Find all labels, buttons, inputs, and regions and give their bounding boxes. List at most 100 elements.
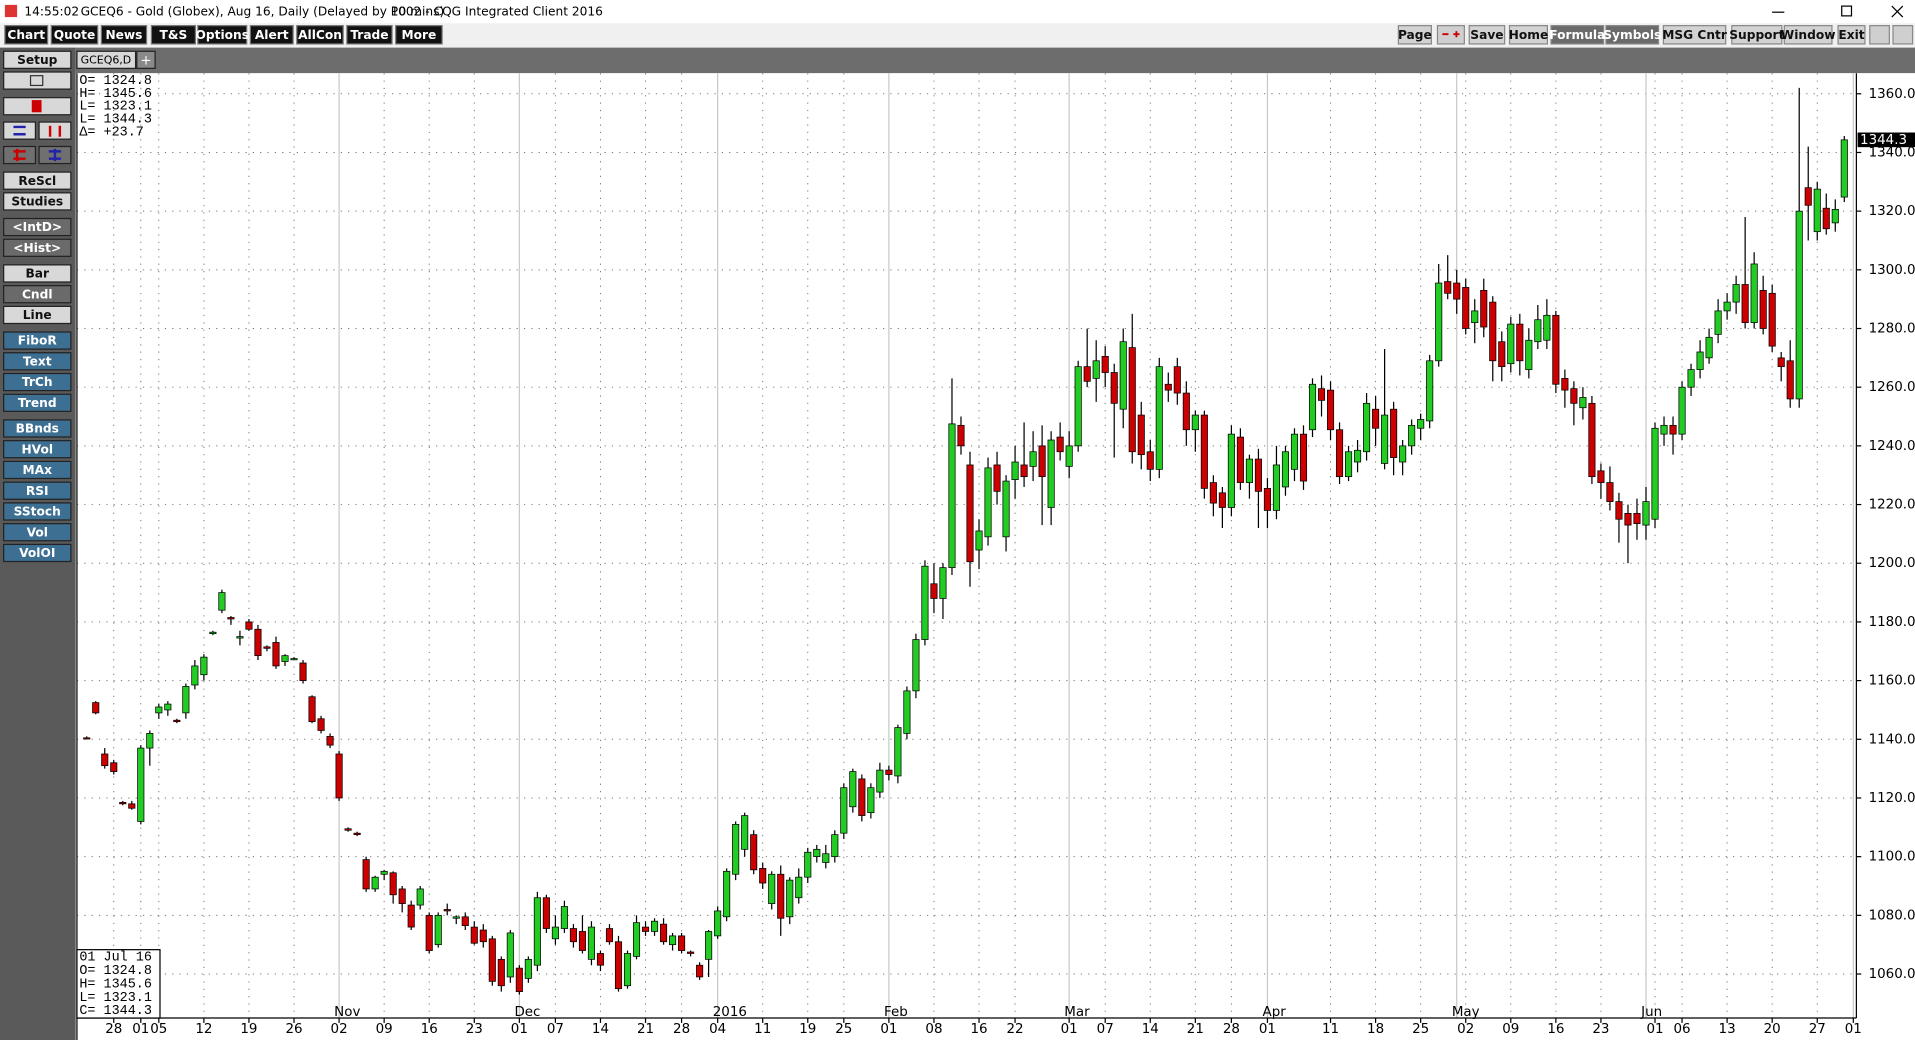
menu-button[interactable] xyxy=(296,25,344,45)
x-tick-label: 27 xyxy=(1809,1022,1826,1037)
toolbar-button[interactable] xyxy=(1397,25,1432,45)
side-button[interactable] xyxy=(3,440,72,459)
x-tick-label: 14 xyxy=(1142,1022,1159,1037)
candle-body xyxy=(1471,310,1479,324)
x-tick-label: 11 xyxy=(1322,1022,1339,1037)
side-button[interactable] xyxy=(3,305,72,325)
side-button[interactable] xyxy=(3,543,72,563)
candle-body xyxy=(164,703,172,711)
candle-body xyxy=(128,803,136,809)
candle-body xyxy=(209,631,217,635)
add-tab[interactable] xyxy=(136,50,156,69)
side-button[interactable] xyxy=(3,352,72,371)
candle-body xyxy=(569,928,577,943)
x-tick-label: 02 xyxy=(1457,1022,1474,1037)
candle-body xyxy=(1047,439,1055,508)
side-button-label: FiboR xyxy=(18,334,58,348)
menu-button[interactable] xyxy=(249,25,294,45)
candle-body xyxy=(687,951,695,954)
icon-button[interactable] xyxy=(3,145,37,165)
menu-button[interactable] xyxy=(100,25,148,45)
chart-tab[interactable] xyxy=(76,50,137,69)
link-icon xyxy=(31,100,42,113)
print-button[interactable] xyxy=(3,71,72,90)
toolbar-button[interactable] xyxy=(1783,25,1833,45)
candle-body xyxy=(831,834,839,858)
side-button[interactable] xyxy=(3,393,72,412)
side-button-label: Vol xyxy=(27,525,48,539)
menu-button[interactable] xyxy=(4,25,49,45)
side-button-label: MAx xyxy=(23,463,53,477)
candle-body xyxy=(542,897,550,929)
x-tick-label: 01 xyxy=(1845,1022,1862,1037)
side-button[interactable] xyxy=(3,264,72,283)
toolbar-label: Exit xyxy=(1838,28,1864,42)
zoom-button[interactable] xyxy=(1436,25,1465,45)
candle-body xyxy=(317,718,325,731)
candle-body xyxy=(461,916,469,926)
toolbar-button[interactable] xyxy=(1662,25,1727,45)
candle-body xyxy=(669,935,677,946)
side-button[interactable] xyxy=(3,419,72,438)
restore[interactable] xyxy=(1841,5,1853,17)
side-button[interactable] xyxy=(3,192,72,211)
candle-body xyxy=(1714,310,1722,335)
toolbar-button[interactable] xyxy=(1605,25,1660,45)
menu-button[interactable] xyxy=(197,25,248,45)
candle-body xyxy=(813,848,821,858)
side-button-label: BBnds xyxy=(16,422,59,436)
side-button[interactable] xyxy=(3,171,72,190)
candle-body xyxy=(434,914,442,946)
candle-body xyxy=(1110,372,1118,404)
side-buttons: Setup ReScl Studies <IntD> <Hist> Bar Cndl Line… xyxy=(3,50,72,563)
menu-label: More xyxy=(402,28,437,42)
ohlc-info: H= 1345.6 xyxy=(79,87,152,102)
side-button[interactable] xyxy=(3,460,72,480)
side-button[interactable] xyxy=(3,217,72,237)
candle-body xyxy=(524,958,532,979)
candle-body xyxy=(1795,210,1803,400)
candle-body xyxy=(1218,492,1226,508)
side-button-label: ReScl xyxy=(18,174,56,188)
icon xyxy=(13,125,26,136)
menu-button[interactable] xyxy=(150,25,197,45)
candle-body xyxy=(1489,301,1497,362)
x-tick-label: 25 xyxy=(1412,1022,1429,1037)
toolbar-button[interactable] xyxy=(1731,25,1783,45)
side-button[interactable] xyxy=(3,50,72,69)
close[interactable] xyxy=(1891,5,1904,18)
candle-body xyxy=(1633,512,1641,524)
candle-body xyxy=(362,859,370,890)
menu-button[interactable] xyxy=(395,25,443,45)
side-button[interactable] xyxy=(3,238,72,257)
candle-body xyxy=(1299,433,1308,482)
toolbar-button[interactable] xyxy=(1837,25,1866,45)
toolbar-label: Formula xyxy=(1549,28,1605,42)
toolbar-button[interactable] xyxy=(1468,25,1506,45)
candle-body xyxy=(1570,388,1578,404)
float-button[interactable] xyxy=(1869,25,1890,45)
candle-body xyxy=(903,690,911,734)
side-button[interactable] xyxy=(3,372,72,392)
candle-body xyxy=(1435,282,1443,362)
x-tick-label: 04 xyxy=(709,1022,726,1037)
icon-button[interactable] xyxy=(3,121,37,140)
icon-button[interactable] xyxy=(38,121,72,140)
toolbar-button[interactable] xyxy=(1508,25,1548,45)
candle-body xyxy=(1516,323,1524,362)
clock: 14:55:02 xyxy=(24,5,79,19)
last-price-tag xyxy=(1857,132,1915,148)
x-tick-label: 25 xyxy=(835,1022,852,1037)
y-tick-label: 1180.0 xyxy=(1869,615,1915,630)
candle-body xyxy=(1038,445,1046,478)
menu-button[interactable] xyxy=(50,25,99,45)
side-button[interactable] xyxy=(3,523,72,542)
side-button[interactable] xyxy=(3,331,72,350)
toolbar-button[interactable] xyxy=(1550,25,1605,45)
menu-button[interactable] xyxy=(346,25,393,45)
month-label: Feb xyxy=(884,1005,908,1020)
side-button[interactable] xyxy=(3,481,72,500)
side-button[interactable] xyxy=(3,502,72,521)
side-button[interactable] xyxy=(3,285,72,304)
help-button[interactable] xyxy=(1892,25,1914,45)
